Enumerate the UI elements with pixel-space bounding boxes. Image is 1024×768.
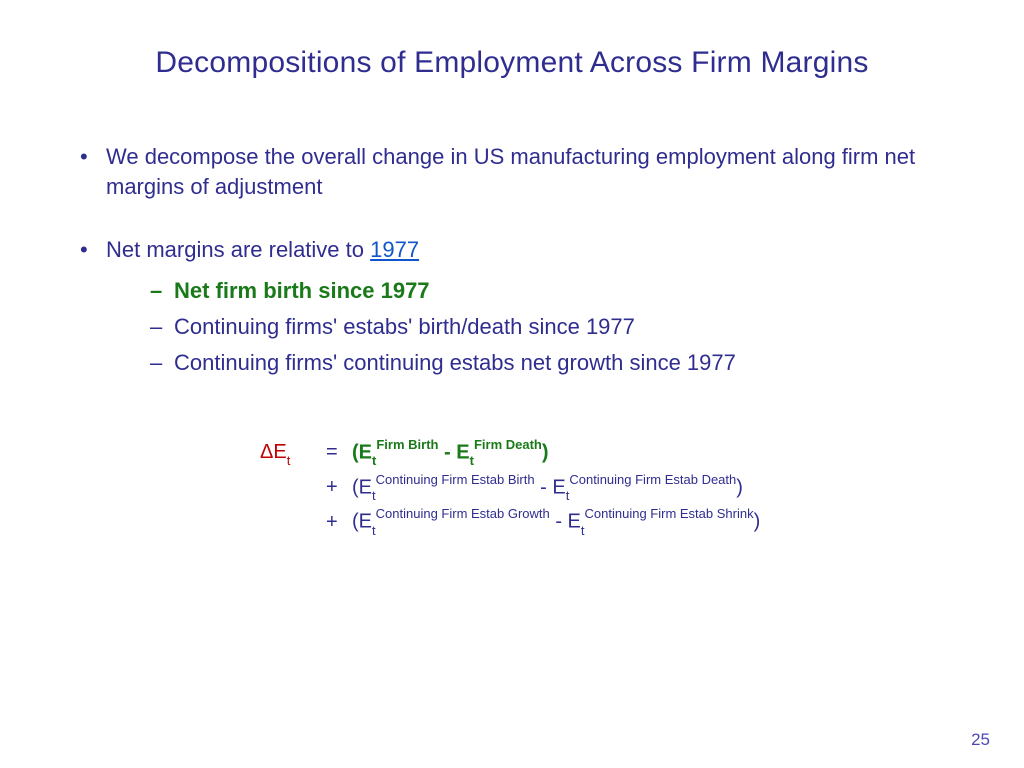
- eq-plus: +: [326, 472, 352, 503]
- equation-line-1: ΔEt = (EtFirm Birth - EtFirm Death): [260, 437, 954, 470]
- equation-block: ΔEt = (EtFirm Birth - EtFirm Death) + (E…: [260, 437, 954, 539]
- eq-lhs: ΔEt: [260, 437, 326, 469]
- eq-term-E: E: [359, 511, 372, 533]
- eq-term-sub: t: [581, 523, 585, 538]
- eq-rhs-1: (EtFirm Birth - EtFirm Death): [352, 437, 549, 470]
- eq-minus: -: [438, 441, 456, 463]
- sub-bullet-1: Net firm birth since 1977: [146, 275, 954, 307]
- eq-term-sup: Continuing Firm Estab Shrink: [585, 506, 754, 521]
- sub-bullet-3: Continuing firms' continuing estabs net …: [146, 347, 954, 379]
- eq-term-sub: t: [372, 488, 376, 503]
- eq-minus: -: [535, 476, 553, 498]
- eq-open-paren: (: [352, 511, 359, 533]
- eq-term-sub: t: [566, 488, 570, 503]
- eq-lhs-sub: t: [287, 453, 291, 468]
- slide-title: Decompositions of Employment Across Firm…: [70, 46, 954, 80]
- eq-open-paren: (: [352, 441, 359, 463]
- sub-bullet-2: Continuing firms' estabs' birth/death si…: [146, 311, 954, 343]
- eq-term-sup: Continuing Firm Estab Growth: [376, 506, 550, 521]
- equation-line-3: + (EtContinuing Firm Estab Growth - EtCo…: [260, 506, 954, 539]
- sub-bullet-list: Net firm birth since 1977 Continuing fir…: [106, 275, 954, 379]
- eq-term-E: E: [456, 441, 469, 463]
- bullet-2-text: Net margins are relative to: [106, 237, 370, 262]
- eq-term-sub: t: [372, 523, 376, 538]
- eq-term-sup: Firm Death: [474, 437, 542, 452]
- slide-container: Decompositions of Employment Across Firm…: [0, 0, 1024, 768]
- eq-minus: -: [550, 511, 568, 533]
- eq-close-paren: ): [542, 441, 549, 463]
- eq-close-paren: ): [736, 476, 743, 498]
- eq-equals: =: [326, 437, 352, 468]
- bullet-list: We decompose the overall change in US ma…: [70, 142, 954, 379]
- eq-term-E: E: [359, 441, 372, 463]
- delta-symbol: Δ: [260, 441, 273, 463]
- eq-term-sub: t: [470, 453, 474, 468]
- eq-term-sup: Firm Birth: [376, 437, 438, 452]
- bullet-1: We decompose the overall change in US ma…: [70, 142, 954, 201]
- eq-plus: +: [326, 507, 352, 538]
- page-number: 25: [971, 730, 990, 750]
- equation-line-2: + (EtContinuing Firm Estab Birth - EtCon…: [260, 472, 954, 505]
- eq-term-E: E: [552, 476, 565, 498]
- eq-rhs-2: (EtContinuing Firm Estab Birth - EtConti…: [352, 472, 743, 505]
- eq-term-E: E: [568, 511, 581, 533]
- eq-open-paren: (: [352, 476, 359, 498]
- bullet-2: Net margins are relative to 1977 Net fir…: [70, 235, 954, 378]
- eq-rhs-3: (EtContinuing Firm Estab Growth - EtCont…: [352, 506, 760, 539]
- year-link[interactable]: 1977: [370, 237, 419, 262]
- eq-term-sub: t: [372, 453, 376, 468]
- eq-term-sup: Continuing Firm Estab Birth: [376, 472, 535, 487]
- eq-term-sup: Continuing Firm Estab Death: [569, 472, 736, 487]
- eq-term-E: E: [359, 476, 372, 498]
- eq-lhs-E: E: [273, 441, 286, 463]
- eq-close-paren: ): [754, 511, 761, 533]
